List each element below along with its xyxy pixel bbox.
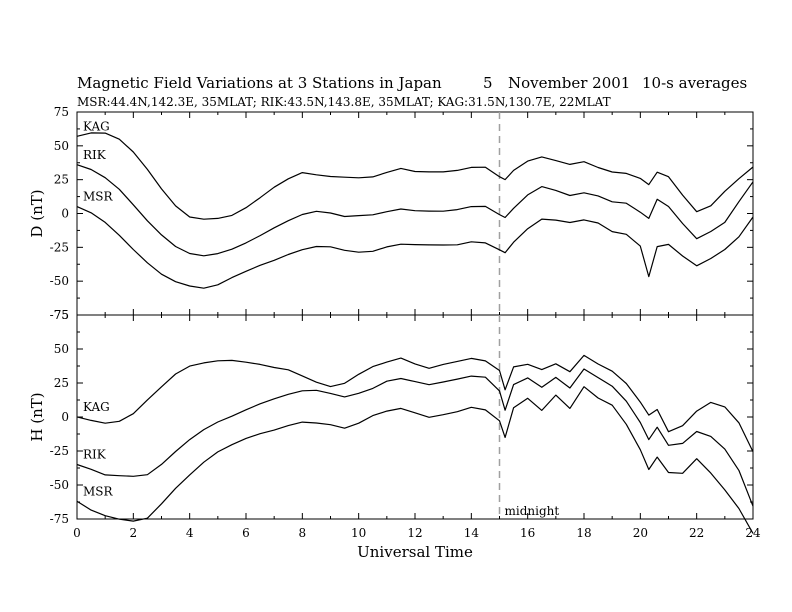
stations-subtitle: MSR:44.4N,142.3E, 35MLAT; RIK:43.5N,143.… <box>77 95 611 109</box>
y-tick-label: 75 <box>54 105 69 119</box>
series-label-rik: RIK <box>83 148 107 162</box>
x-tick-label: 12 <box>407 526 422 540</box>
x-axis-label: Universal Time <box>357 543 473 561</box>
x-tick-label: 0 <box>73 526 81 540</box>
y-tick-label: 25 <box>54 376 69 390</box>
series-line-kag <box>76 132 754 220</box>
series-line-msr <box>76 206 754 289</box>
y-axis-label: H (nT) <box>28 392 46 441</box>
y-tick-label: 50 <box>54 139 69 153</box>
y-tick-label: -75 <box>50 512 69 526</box>
series-label-kag: KAG <box>83 119 110 133</box>
y-axis-label: D (nT) <box>28 189 46 237</box>
y-tick-label: -25 <box>50 240 69 254</box>
y-tick-label: 25 <box>54 173 69 187</box>
series-label-msr: MSR <box>83 484 114 498</box>
x-tick-label: 20 <box>633 526 648 540</box>
x-tick-label: 4 <box>186 526 194 540</box>
y-tick-label: -50 <box>50 274 69 288</box>
x-tick-label: 16 <box>520 526 535 540</box>
y-tick-label: -75 <box>50 308 69 322</box>
x-tick-label: 2 <box>130 526 138 540</box>
midnight-annotation: midnight <box>505 504 560 518</box>
panel-d: 75 50 25 0 -25 -50 -75 D (nT) KAG RIK MSR <box>28 105 754 322</box>
series-label-rik: RIK <box>83 448 107 462</box>
series-line-rik <box>76 164 754 257</box>
series-line-rik <box>76 368 754 507</box>
y-tick-label: 75 <box>54 308 69 322</box>
chart-header: Magnetic Field Variations at 3 Stations … <box>77 74 747 109</box>
x-tick-label: 10 <box>351 526 366 540</box>
series-line-kag <box>76 354 754 453</box>
x-tick-label: 24 <box>745 526 761 540</box>
x-tick-label: 14 <box>464 526 480 540</box>
date-day: 5 <box>483 74 493 92</box>
x-tick-label: 8 <box>299 526 307 540</box>
y-tick-label: -25 <box>50 444 69 458</box>
y-tick-label: 50 <box>54 342 69 356</box>
date-month-year: November 2001 <box>508 74 630 92</box>
series-label-msr: MSR <box>83 190 114 204</box>
y-tick-label: -50 <box>50 478 69 492</box>
panels: 75 50 25 0 -25 -50 -75 D (nT) KAG RIK MSR 75 50 25 0 -2… <box>28 105 761 561</box>
series-label-kag: KAG <box>83 400 110 414</box>
x-tick-label: 6 <box>242 526 250 540</box>
y-tick-label: 0 <box>61 410 69 424</box>
averaging-label: 10-s averages <box>642 74 747 92</box>
series-line-msr <box>76 386 754 534</box>
plot-frame <box>76 314 754 520</box>
x-tick-label: 18 <box>576 526 591 540</box>
x-tick-label: 22 <box>689 526 704 540</box>
chart-title: Magnetic Field Variations at 3 Stations … <box>77 74 442 92</box>
y-tick-label: 0 <box>61 207 69 221</box>
